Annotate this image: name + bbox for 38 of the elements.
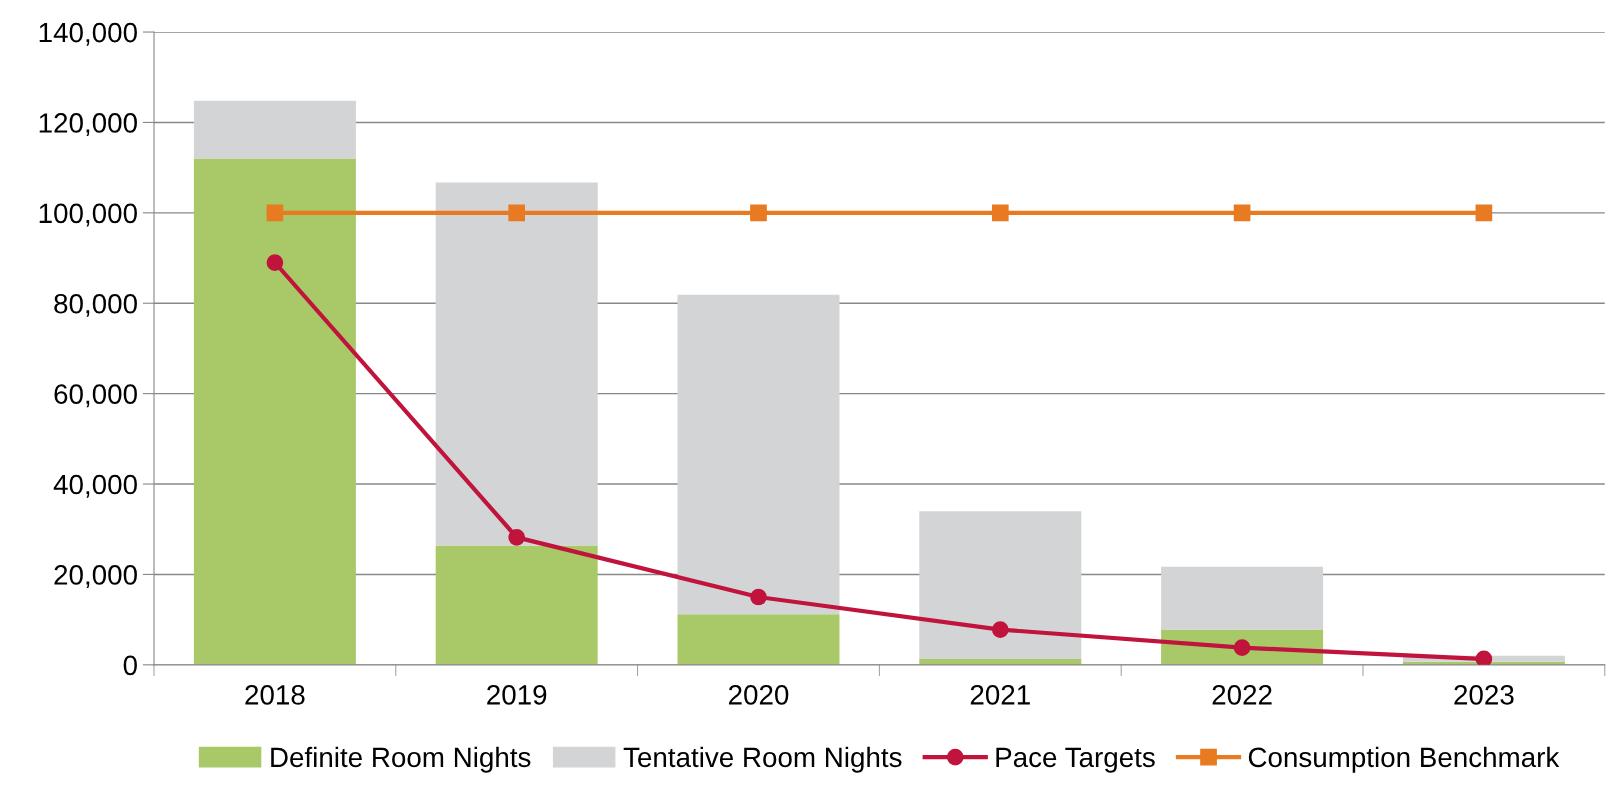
point xyxy=(508,204,526,222)
point xyxy=(750,588,767,606)
x-tick-label: 2023 xyxy=(1454,685,1514,705)
bar xyxy=(435,182,598,546)
y-tick-label: 20,000 xyxy=(54,565,137,589)
x-tick-label: 2021 xyxy=(970,685,1030,705)
bar xyxy=(193,100,356,159)
bar xyxy=(677,294,840,615)
y-tick-label: 60,000 xyxy=(54,384,137,408)
x-tick-label: 2020 xyxy=(729,685,789,705)
point xyxy=(1233,639,1251,656)
point xyxy=(1233,204,1251,222)
bar xyxy=(435,545,598,665)
bar xyxy=(193,158,356,665)
legend-label: Consumption Benchmark xyxy=(1248,746,1560,773)
point xyxy=(991,204,1009,222)
point xyxy=(1475,650,1493,665)
bar xyxy=(919,511,1082,659)
bar xyxy=(677,614,840,665)
legend-label: Definite Room Nights xyxy=(271,746,531,773)
point xyxy=(991,621,1009,638)
y-tick-label: 120,000 xyxy=(39,113,137,137)
x-tick-label: 2018 xyxy=(245,685,305,705)
x-tick-label: 2022 xyxy=(1212,685,1272,705)
bar xyxy=(1161,566,1324,630)
y-tick-label: 80,000 xyxy=(54,293,137,317)
point xyxy=(508,529,526,546)
y-tick-label: 0 xyxy=(123,655,137,676)
point xyxy=(1475,204,1493,222)
point xyxy=(266,204,284,222)
y-tick-label: 100,000 xyxy=(39,203,137,227)
legend-label: Tentative Room Nights xyxy=(623,746,902,773)
legend-label: Pace Targets xyxy=(996,747,1155,773)
point xyxy=(750,204,767,222)
y-tick-label: 40,000 xyxy=(53,474,137,498)
y-tick-label: 140,000 xyxy=(39,22,137,46)
x-tick-label: 2019 xyxy=(487,685,547,705)
point xyxy=(266,254,284,271)
